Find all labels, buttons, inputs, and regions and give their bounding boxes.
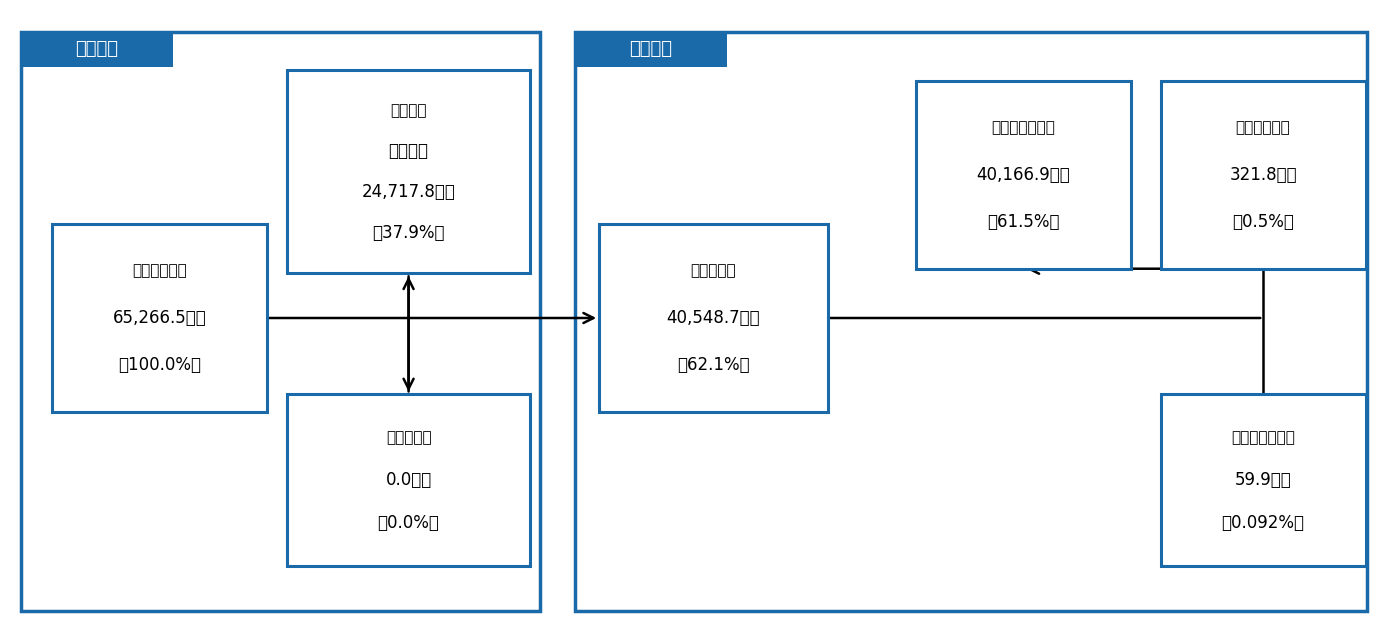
FancyBboxPatch shape [575,32,1367,611]
FancyBboxPatch shape [53,224,266,412]
Text: （0.5%）: （0.5%） [1233,213,1294,231]
Text: （100.0%）: （100.0%） [118,356,201,374]
Text: （61.5%）: （61.5%） [988,213,1060,231]
Text: 事業場外: 事業場外 [629,40,673,59]
Text: 24,717.8トン: 24,717.8トン [361,183,456,201]
FancyBboxPatch shape [1161,81,1366,268]
Text: 外部再資源化量: 外部再資源化量 [992,120,1055,135]
Text: （0.092%）: （0.092%） [1222,514,1305,532]
Text: 40,166.9トン: 40,166.9トン [976,166,1071,184]
FancyBboxPatch shape [21,32,173,67]
FancyBboxPatch shape [288,70,529,273]
Text: 65,266.5トン: 65,266.5トン [112,309,206,327]
Text: （0.0%）: （0.0%） [378,514,439,532]
Text: 減量化量: 減量化量 [391,103,427,118]
Text: 外部減量化量: 外部減量化量 [1235,120,1291,135]
Text: （焼却）: （焼却） [389,142,428,160]
Text: （62.1%）: （62.1%） [677,356,749,374]
Text: 321.8トン: 321.8トン [1230,166,1296,184]
Text: （37.9%）: （37.9%） [373,224,445,242]
Text: 0.0トン: 0.0トン [385,471,432,489]
FancyBboxPatch shape [21,32,540,611]
FancyBboxPatch shape [288,394,529,566]
FancyBboxPatch shape [1161,394,1366,566]
Text: 外部委託量: 外部委託量 [691,263,735,279]
Text: 40,548.7トン: 40,548.7トン [666,309,760,327]
FancyBboxPatch shape [598,224,828,412]
Text: 59.9トン: 59.9トン [1235,471,1291,489]
Text: 廃棄物発生量: 廃棄物発生量 [132,263,187,279]
Text: 内部埋立量: 内部埋立量 [386,430,431,445]
FancyBboxPatch shape [575,32,727,67]
Text: 最終埋立処分量: 最終埋立処分量 [1231,430,1295,445]
Text: 事業場内: 事業場内 [75,40,119,59]
FancyBboxPatch shape [917,81,1130,268]
